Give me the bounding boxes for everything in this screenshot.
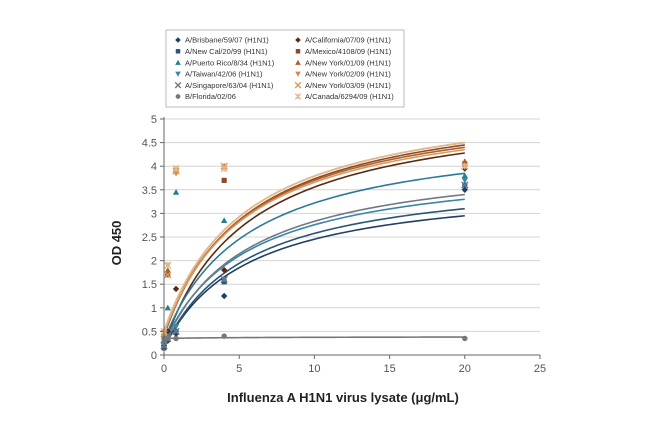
x-tick-label: 0 xyxy=(161,363,167,375)
legend-marker xyxy=(295,37,301,43)
data-point xyxy=(220,266,228,274)
legend-label: A/New York/01/09 (H1N1) xyxy=(305,58,391,67)
data-point xyxy=(461,186,468,193)
x-tick-label: 15 xyxy=(383,363,395,375)
x-tick-label: 5 xyxy=(236,363,242,375)
legend-marker xyxy=(295,71,301,77)
data-point xyxy=(220,275,228,284)
legend-marker xyxy=(295,59,301,65)
fit-curve xyxy=(163,207,465,349)
legend-label: B/Florida/02/06 xyxy=(185,92,236,101)
data-point xyxy=(173,335,179,342)
data-point xyxy=(220,217,228,224)
data-point xyxy=(220,164,228,173)
fit-curve xyxy=(163,172,465,342)
y-tick-label: 5 xyxy=(151,114,157,126)
data-point xyxy=(172,285,180,293)
x-tick-label: 25 xyxy=(534,363,546,375)
y-tick-label: 4.5 xyxy=(142,138,157,150)
legend: A/Brisbane/59/07 (H1N1) A/California/07/0… xyxy=(165,29,405,108)
data-point xyxy=(172,188,180,195)
legend-box xyxy=(165,29,405,108)
legend-label: A/California/07/09 (H1N1) xyxy=(305,36,391,45)
legend-label: A/Canada/6294/09 (H1N1) xyxy=(305,92,394,101)
data-point xyxy=(172,324,180,330)
data-point xyxy=(164,266,171,273)
data-point xyxy=(164,304,171,311)
legend-marker xyxy=(175,49,181,54)
y-tick-label: 3 xyxy=(151,208,157,220)
y-tick-label: 0 xyxy=(151,350,157,362)
fit-curve xyxy=(163,193,465,346)
data-point xyxy=(461,181,469,189)
data-point xyxy=(461,177,468,184)
legend-marker xyxy=(294,81,302,89)
legend-marker xyxy=(174,81,182,89)
data-point xyxy=(221,177,227,183)
fit-curve xyxy=(164,336,465,340)
legend-label: A/New York/02/09 (H1N1) xyxy=(305,70,391,79)
y-tick-label: 1 xyxy=(151,303,157,315)
y-tick-label: 1.5 xyxy=(142,279,157,291)
y-tick-label: 4 xyxy=(151,161,157,173)
data-point xyxy=(165,335,171,342)
plot-area: 0 0.5 1 1.5 2 2.5 3 3.5 4 4.5 5 0 5 10 15 20 25 xyxy=(142,114,546,375)
legend-label: A/Mexico/4108/09 (H1N1) xyxy=(305,47,392,56)
data-point xyxy=(461,162,469,170)
data-point xyxy=(164,271,172,279)
data-point xyxy=(461,172,468,179)
legend-marker xyxy=(175,71,181,77)
fit-curve xyxy=(163,148,465,335)
legend-label: A/New York/03/09 (H1N1) xyxy=(305,81,391,90)
legend-label: A/Brisbane/59/07 (H1N1) xyxy=(185,36,269,45)
data-point xyxy=(172,164,180,173)
data-point xyxy=(461,158,468,165)
data-point xyxy=(220,292,228,300)
data-point xyxy=(462,335,468,342)
y-tick-label: 0.5 xyxy=(142,326,157,338)
y-axis-title: OD 450 xyxy=(109,221,124,266)
legend-marker xyxy=(175,37,181,43)
legend-label: A/Singapore/63/04 (H1N1) xyxy=(185,81,274,90)
y-tick-label: 2.5 xyxy=(142,232,157,244)
legend-marker xyxy=(294,93,302,100)
legend-marker xyxy=(175,59,181,65)
y-tick-label: 3.5 xyxy=(142,185,157,197)
data-point xyxy=(164,261,172,269)
fit-curves xyxy=(163,141,465,349)
legend-label: A/Puerto Rico/8/34 (H1N1) xyxy=(185,58,275,67)
legend-marker xyxy=(295,49,301,54)
x-tick-label: 20 xyxy=(459,363,471,375)
legend-label: A/New Cal/20/99 (H1N1) xyxy=(185,47,268,56)
fit-curve xyxy=(163,141,465,332)
axes: 0 0.5 1 1.5 2 2.5 3 3.5 4 4.5 5 0 5 10 15 20 25 xyxy=(142,114,546,375)
data-point xyxy=(221,333,227,339)
gridlines xyxy=(164,118,540,332)
legend-marker xyxy=(175,94,181,99)
y-tick-label: 2 xyxy=(151,256,157,268)
x-tick-label: 10 xyxy=(308,363,320,375)
fit-curve xyxy=(163,214,465,349)
legend-label: A/Taiwan/42/06 (H1N1) xyxy=(185,70,263,79)
data-point xyxy=(172,327,180,336)
x-axis-title: Influenza A H1N1 virus lysate (μg/mL) xyxy=(227,390,459,405)
